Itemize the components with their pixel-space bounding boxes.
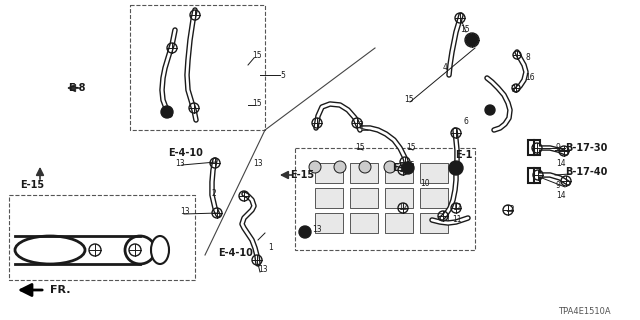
Circle shape [334, 161, 346, 173]
Text: 14: 14 [556, 190, 566, 199]
Text: 13: 13 [258, 266, 268, 275]
Circle shape [485, 105, 495, 115]
Bar [528, 168, 540, 183]
Bar [420, 188, 448, 208]
Text: 12: 12 [398, 204, 408, 212]
Text: 12: 12 [452, 204, 461, 212]
Ellipse shape [15, 236, 85, 264]
Bar [420, 163, 448, 183]
Text: 13: 13 [312, 226, 322, 235]
Text: E-1: E-1 [455, 150, 472, 160]
Circle shape [384, 161, 396, 173]
Bar [420, 213, 448, 233]
Text: 11: 11 [452, 215, 461, 225]
Text: E-8: E-8 [68, 83, 86, 93]
Bar [350, 213, 378, 233]
Bar [385, 163, 413, 183]
Text: E-1: E-1 [392, 163, 410, 173]
Text: 15: 15 [406, 143, 415, 153]
Text: FR.: FR. [50, 285, 70, 295]
Text: 13: 13 [253, 158, 262, 167]
Bar [385, 213, 413, 233]
Text: 15: 15 [404, 95, 413, 105]
Text: 15: 15 [355, 143, 365, 153]
Ellipse shape [125, 236, 155, 264]
Bar [295, 148, 475, 250]
Text: 10: 10 [420, 179, 429, 188]
Text: 12: 12 [505, 205, 515, 214]
Text: 9: 9 [555, 180, 560, 189]
Bar [350, 188, 378, 208]
Text: 14: 14 [556, 158, 566, 167]
Text: 5: 5 [280, 70, 285, 79]
Circle shape [449, 161, 463, 175]
Text: 1: 1 [268, 244, 273, 252]
Text: 15: 15 [252, 99, 262, 108]
Text: 12: 12 [398, 165, 408, 174]
Text: B-17-30: B-17-30 [565, 143, 607, 153]
Text: E-15: E-15 [290, 170, 314, 180]
Text: E-4-10: E-4-10 [168, 148, 203, 158]
Circle shape [161, 106, 173, 118]
Circle shape [299, 226, 311, 238]
Text: 15: 15 [405, 161, 415, 170]
Bar [9, 195, 195, 280]
Bar [315, 213, 343, 233]
Text: 8: 8 [525, 53, 530, 62]
Circle shape [359, 161, 371, 173]
Text: 15: 15 [252, 52, 262, 60]
Text: E-4-10: E-4-10 [218, 248, 253, 258]
Text: 4: 4 [443, 63, 448, 73]
Bar [528, 140, 540, 155]
Bar [130, 5, 265, 130]
Circle shape [466, 34, 478, 46]
Text: TPA4E1510A: TPA4E1510A [558, 308, 611, 316]
Text: 15: 15 [460, 26, 470, 35]
Text: 16: 16 [525, 74, 534, 83]
Text: 9: 9 [555, 143, 560, 153]
Text: 13: 13 [180, 207, 189, 217]
Text: 2: 2 [212, 188, 217, 197]
Text: B-17-40: B-17-40 [565, 167, 607, 177]
Bar [385, 188, 413, 208]
Circle shape [402, 162, 414, 174]
Circle shape [309, 161, 321, 173]
Text: 13: 13 [175, 159, 184, 169]
Bar [315, 163, 343, 183]
Bar [315, 188, 343, 208]
Text: E-15: E-15 [20, 180, 44, 190]
Text: 7: 7 [510, 85, 515, 94]
Ellipse shape [151, 236, 169, 264]
Bar [350, 163, 378, 183]
Text: 6: 6 [463, 117, 468, 126]
Text: 3: 3 [358, 121, 363, 130]
